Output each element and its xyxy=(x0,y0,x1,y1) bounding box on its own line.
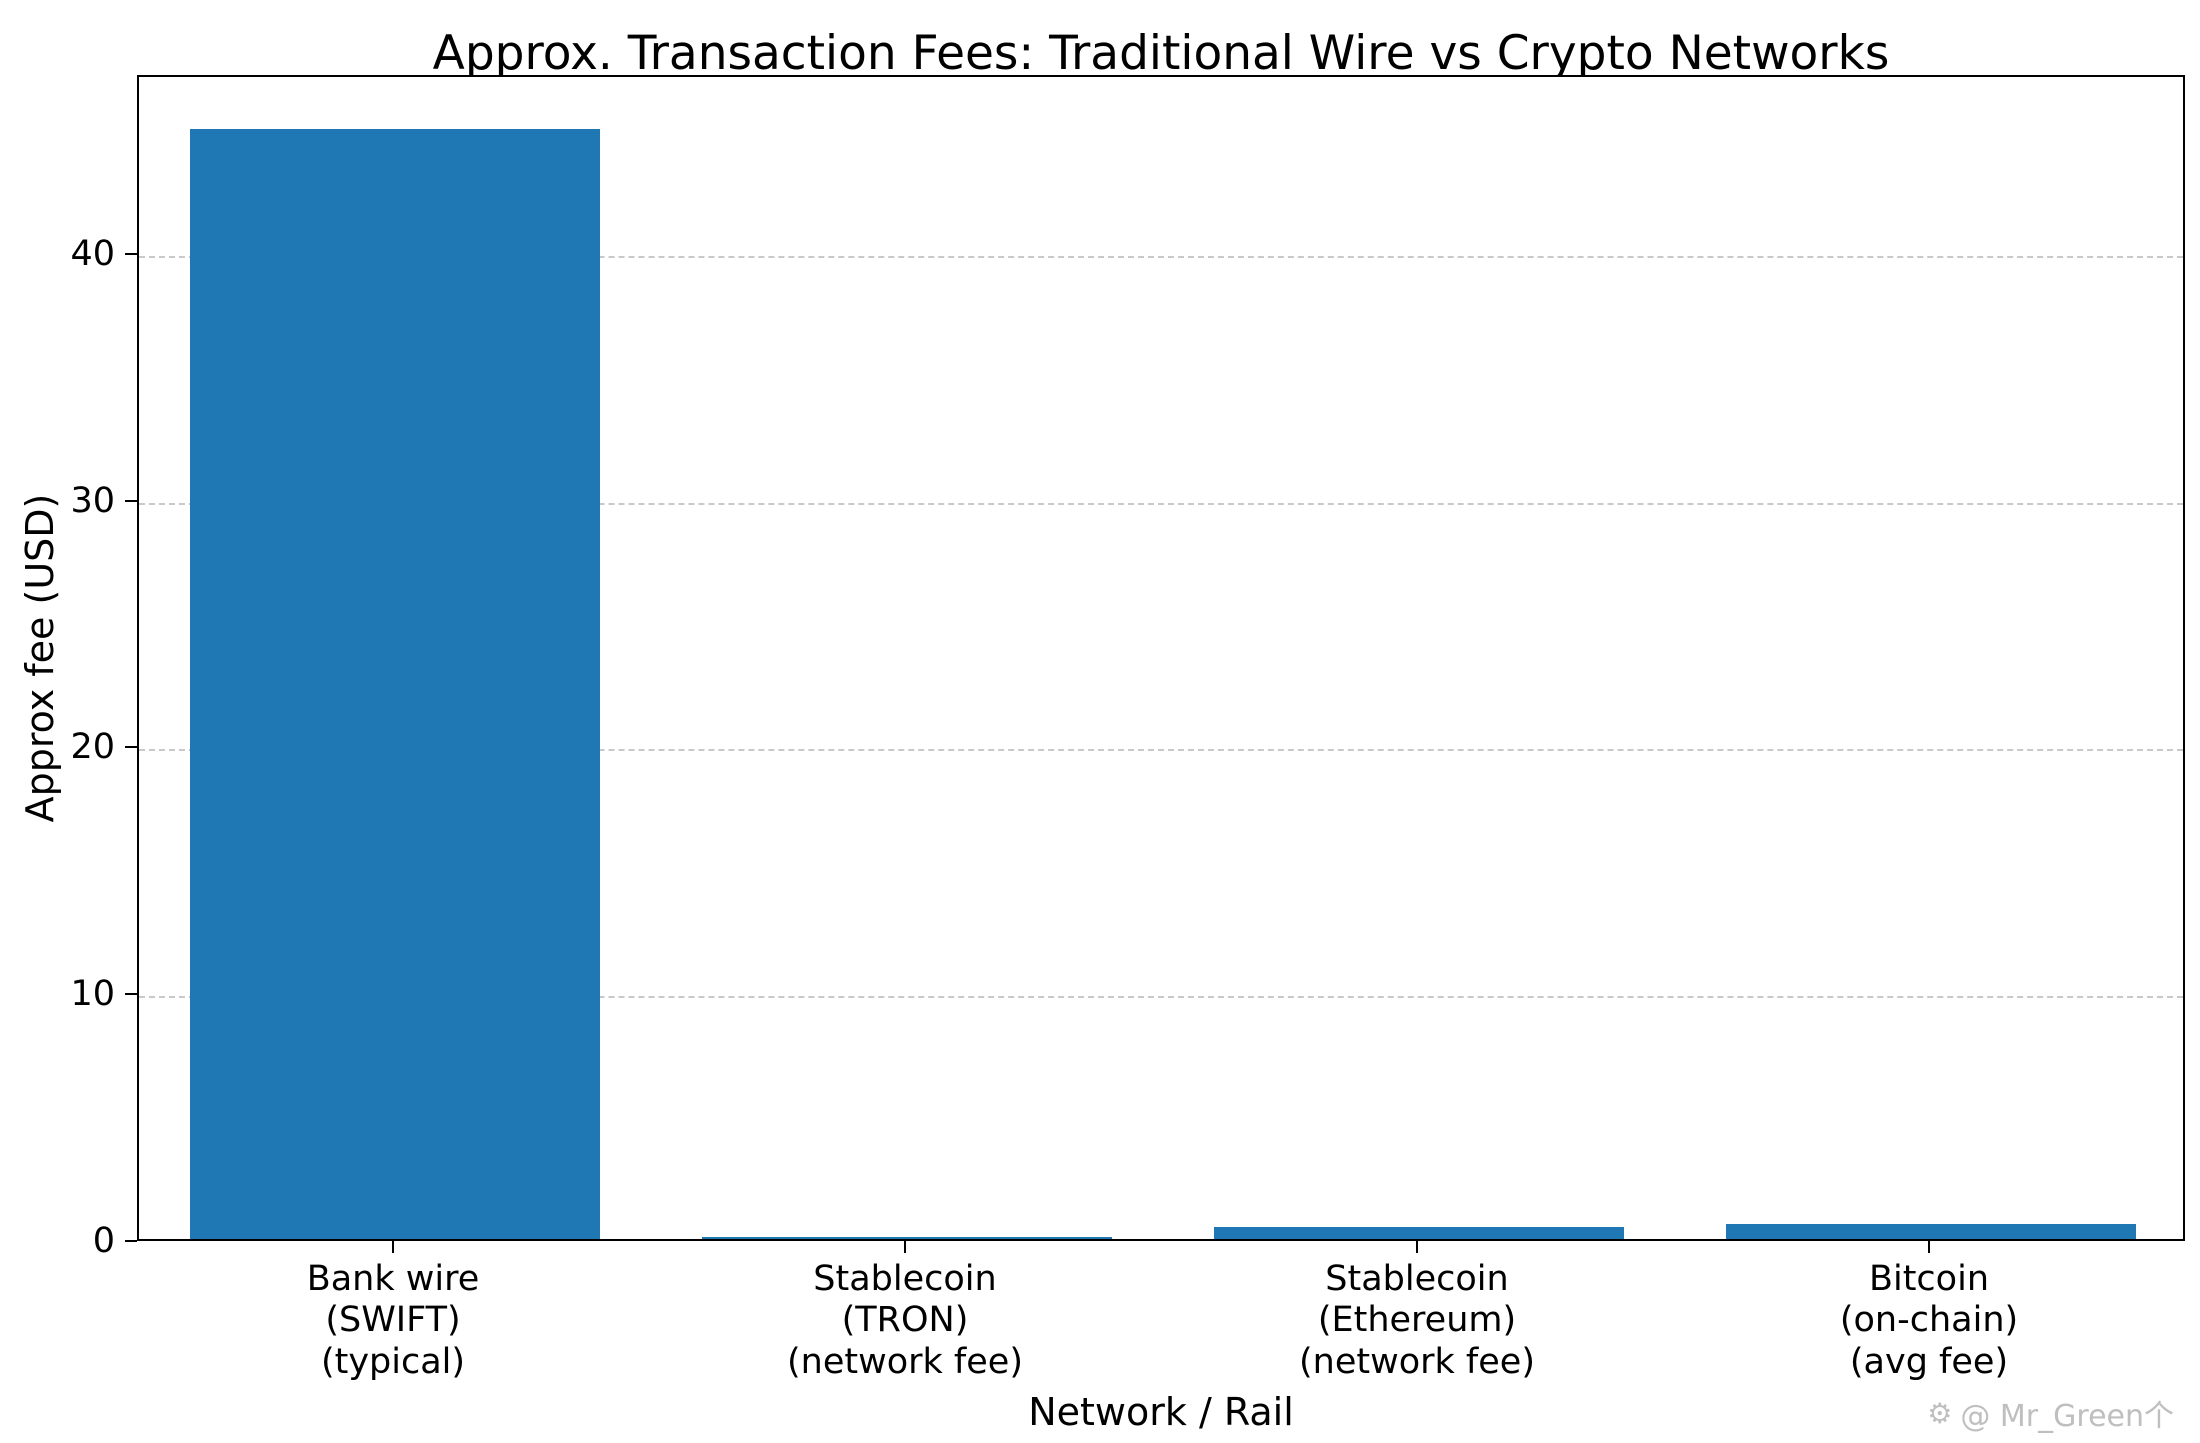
x-axis-label: Network / Rail xyxy=(1028,1390,1294,1434)
x-tick-label: Bitcoin (on-chain) (avg fee) xyxy=(1839,1259,2019,1382)
x-tick-mark xyxy=(904,1241,906,1253)
x-tick-mark xyxy=(1416,1241,1418,1253)
gear-icon: ⚙ xyxy=(1927,1396,1953,1430)
y-tick-mark xyxy=(125,746,137,749)
y-tick-label: 20 xyxy=(70,727,115,768)
x-tick-label: Stablecoin (Ethereum) (network fee) xyxy=(1299,1259,1535,1382)
y-axis-label: Approx fee (USD) xyxy=(18,493,62,823)
bar xyxy=(1726,1224,2136,1239)
gridline xyxy=(139,502,2183,505)
bar xyxy=(1214,1226,1624,1239)
bar xyxy=(190,128,600,1239)
x-tick-label: Stablecoin (TRON) (network fee) xyxy=(787,1259,1023,1382)
y-tick-label: 40 xyxy=(70,233,115,274)
x-tick-mark xyxy=(392,1241,394,1253)
y-tick-mark xyxy=(125,1240,137,1242)
y-tick-mark xyxy=(125,993,137,996)
gridline xyxy=(139,996,2183,999)
gridline xyxy=(139,749,2183,752)
watermark: ⚙ @ Mr_Green个 xyxy=(1927,1391,2174,1435)
watermark-text: @ Mr_Green个 xyxy=(1960,1399,2174,1434)
y-tick-mark xyxy=(125,252,137,255)
gridline xyxy=(139,255,2183,258)
y-tick-label: 30 xyxy=(70,480,115,521)
bar xyxy=(702,1236,1112,1239)
y-tick-label: 10 xyxy=(70,974,115,1015)
x-tick-label: Bank wire (SWIFT) (typical) xyxy=(306,1259,480,1382)
y-tick-mark xyxy=(125,499,137,502)
plot-area xyxy=(137,75,2185,1241)
chart-title: Approx. Transaction Fees: Traditional Wi… xyxy=(432,26,1890,81)
x-tick-mark xyxy=(1928,1241,1930,1253)
y-tick-label: 0 xyxy=(92,1221,115,1261)
